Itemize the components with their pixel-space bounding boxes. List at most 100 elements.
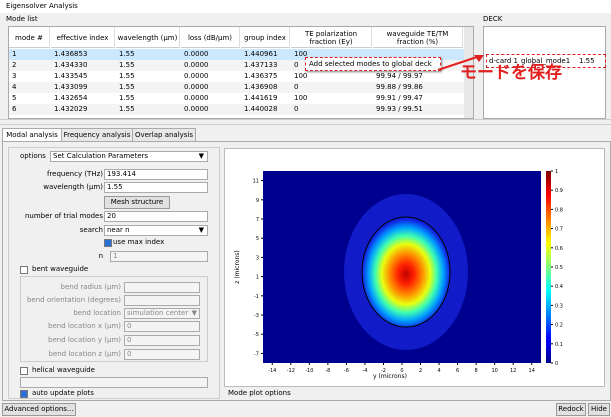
cell: 100 — [294, 94, 308, 102]
x-tick-label: -14 — [268, 368, 276, 374]
input[interactable] — [124, 282, 200, 293]
cell: global_mode1 — [521, 57, 571, 65]
y-tick-label: -5 — [254, 332, 259, 338]
cell: 1.55 — [119, 83, 135, 91]
colorbar-tick-label: 0.1 — [555, 342, 563, 348]
input[interactable]: 1.55 — [104, 182, 208, 193]
cell: 1.55 — [119, 72, 135, 80]
checkbox[interactable] — [20, 367, 28, 375]
cell: 5 — [12, 94, 17, 102]
scrollbar[interactable] — [464, 27, 473, 118]
x-axis-label: y (microns) — [373, 373, 407, 380]
cell: 99.88 / 99.86 — [376, 83, 423, 91]
deck-panel — [483, 26, 606, 119]
label: bend orientation (degrees) — [26, 296, 121, 304]
x-tick-label: 2 — [419, 368, 422, 374]
colorbar-tick-label: 0.7 — [555, 227, 563, 233]
checkbox[interactable] — [104, 239, 112, 247]
checkbox[interactable] — [20, 390, 28, 398]
select[interactable]: Set Calculation Parameters ▼ — [50, 151, 208, 162]
input[interactable]: 1 — [110, 251, 208, 262]
section-title: DECK — [483, 15, 503, 23]
cell: 1.440028 — [244, 105, 278, 113]
table-row[interactable] — [9, 71, 464, 82]
x-tick-label: 14 — [529, 368, 535, 374]
tab[interactable]: Frequency analysis — [61, 128, 133, 141]
column-header: effective index — [51, 27, 115, 48]
cell: 1.436908 — [244, 83, 278, 91]
x-tick-label: -10 — [305, 368, 313, 374]
tab[interactable]: Modal analysis — [2, 128, 62, 141]
colorbar-tick-label: 0.3 — [555, 303, 563, 309]
y-tick-label: 11 — [253, 179, 259, 185]
arrow — [437, 55, 484, 71]
splitter[interactable] — [0, 119, 611, 125]
cell: 100 — [294, 72, 308, 80]
label: search — [79, 226, 103, 234]
x-tick-label: -2 — [381, 368, 386, 374]
cell: 6 — [12, 105, 17, 113]
column-header: waveguide TE/TM fraction (%) — [373, 27, 463, 48]
deck-row[interactable]: d-card 1 global_mode1 1.55 — [486, 54, 606, 68]
tab[interactable]: Overlap analysis — [132, 128, 196, 141]
button[interactable]: Advanced options... — [2, 403, 76, 416]
label: bend radius (μm) — [60, 283, 121, 291]
label: frequency (THz) — [46, 170, 103, 178]
label: bend location z (μm) — [48, 350, 122, 358]
button[interactable]: Mesh structure — [104, 196, 170, 209]
table-row[interactable] — [9, 82, 464, 93]
x-tick-label: 0 — [400, 368, 403, 374]
label: bend location y (μm) — [48, 336, 121, 344]
cell: 0 — [294, 105, 299, 113]
cell: 0.0000 — [184, 83, 209, 91]
cell: 0.0000 — [184, 61, 209, 69]
cell: 1.55 — [119, 61, 135, 69]
cell: 1.436853 — [54, 50, 88, 58]
context-menu-item[interactable]: Add selected modes to global deck — [305, 57, 441, 71]
button[interactable]: Hide — [588, 403, 610, 416]
input[interactable] — [20, 377, 208, 388]
cell: d-card 1 — [489, 57, 518, 65]
cell: 100 — [294, 50, 308, 58]
section-title: Mode plot options — [228, 389, 291, 397]
input[interactable]: 0 — [124, 321, 200, 332]
table-row[interactable] — [9, 104, 464, 115]
x-tick-label: 12 — [510, 368, 516, 374]
y-tick-label: -3 — [254, 313, 259, 319]
select[interactable]: simulation center ▼ — [124, 308, 200, 319]
title-bar — [0, 0, 611, 13]
colorbar — [546, 171, 551, 363]
cell: 1.55 — [119, 94, 135, 102]
column-header: TE polarization fraction (Ey) — [291, 27, 372, 48]
cell: 1.436375 — [244, 72, 278, 80]
y-tick-label: 9 — [256, 198, 259, 204]
column-header: loss (dB/μm) — [181, 27, 240, 48]
cell: 0.0000 — [184, 94, 209, 102]
checkbox[interactable] — [20, 266, 28, 274]
input[interactable]: 0 — [124, 335, 200, 346]
colorbar-tick-label: 0.5 — [555, 265, 563, 271]
x-tick-label: -4 — [362, 368, 367, 374]
input[interactable]: 193.414 — [104, 169, 208, 180]
label: use max index — [113, 238, 165, 246]
table-row[interactable] — [9, 49, 464, 60]
table-row[interactable] — [9, 93, 464, 104]
input[interactable]: 20 — [104, 211, 208, 222]
cell: 4 — [12, 83, 17, 91]
mode-field — [361, 216, 451, 328]
x-tick-label: 4 — [437, 368, 440, 374]
column-header: group index — [241, 27, 290, 48]
cell: 1.55 — [119, 50, 135, 58]
input[interactable]: 0 — [124, 349, 200, 360]
y-tick-label: 3 — [256, 255, 259, 261]
colorbar-tick-label: 0.8 — [555, 207, 563, 213]
label: bend location — [73, 309, 121, 317]
input[interactable] — [124, 295, 200, 306]
table-row[interactable] — [9, 60, 464, 71]
button[interactable]: Redock — [556, 403, 586, 416]
cell: 99.94 / 99.97 — [376, 72, 423, 80]
cell: 1 — [12, 50, 17, 58]
select[interactable]: near n ▼ — [104, 225, 208, 236]
label: helical waveguide — [32, 366, 95, 374]
